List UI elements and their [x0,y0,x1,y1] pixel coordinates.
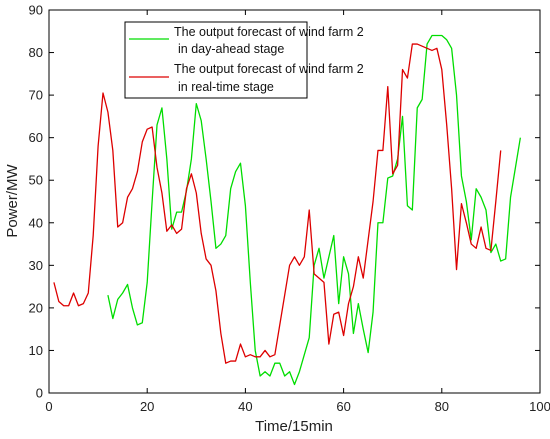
x-tick-label: 80 [435,399,449,414]
y-tick-label: 10 [29,343,43,358]
y-tick-label: 50 [29,173,43,188]
axis-ticks: 0 20 40 60 80 100 0 10 20 30 40 50 60 70 80 90 [29,3,550,415]
x-tick-label: 0 [45,399,52,414]
y-tick-label: 60 [29,130,43,145]
series-day-ahead-line [107,34,522,386]
y-tick-label: 30 [29,258,43,273]
legend-box [124,21,308,99]
x-tick-label: 40 [238,399,252,414]
y-tick-label: 70 [29,88,43,103]
y-axis-title: Power/MW [4,163,21,237]
y-tick-label: 90 [29,3,43,18]
series-layer [53,34,522,386]
y-tick-label: 20 [29,300,43,315]
x-axis-title: Time/15min [255,418,333,435]
series-real-time-line [53,43,502,364]
x-tick-label: 20 [140,399,154,414]
legend-label-real-time-line-1: The output forecast of wind farm 2 [174,62,364,76]
legend-label-real-time-line-2: in real-time stage [178,80,274,94]
y-tick-label: 80 [29,45,43,60]
y-tick-label: 0 [36,386,43,401]
legend: The output forecast of wind farm 2 in da… [124,21,364,99]
y-tick-label: 40 [29,215,43,230]
legend-label-day-ahead-line-1: The output forecast of wind farm 2 [174,25,364,39]
x-tick-label: 100 [529,399,550,414]
x-tick-label: 60 [336,399,350,414]
legend-label-day-ahead-line-2: in day-ahead stage [178,42,284,56]
